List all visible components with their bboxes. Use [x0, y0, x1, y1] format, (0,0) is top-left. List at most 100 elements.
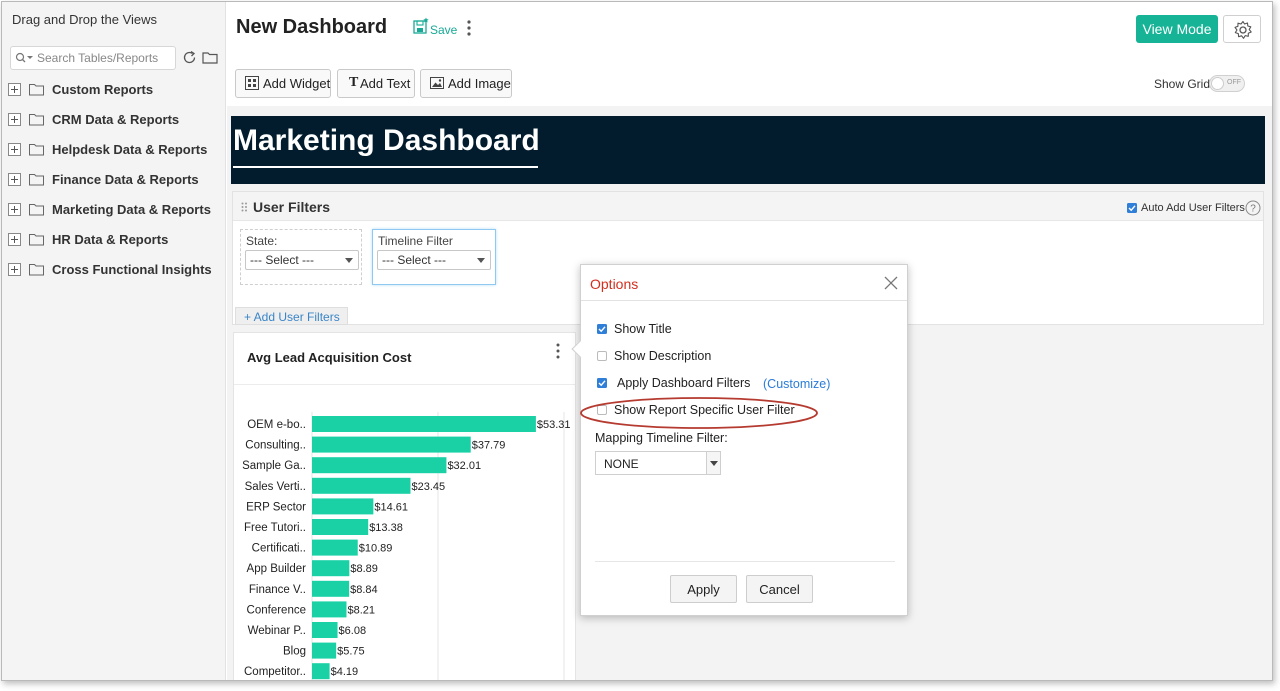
- gear-icon: [1234, 20, 1252, 39]
- add-user-filters-button[interactable]: + Add User Filters: [235, 307, 348, 325]
- chevron-down-icon: [706, 452, 720, 474]
- chart-bar[interactable]: [312, 457, 447, 474]
- chart-bar[interactable]: [312, 580, 350, 597]
- expand-icon[interactable]: [8, 233, 21, 246]
- widget-icon: [245, 76, 259, 90]
- expand-icon[interactable]: [8, 143, 21, 156]
- app-window: Drag and Drop the Views Search Tables/Re…: [1, 1, 1273, 681]
- sidebar-item[interactable]: Cross Functional Insights: [8, 260, 222, 280]
- mapping-timeline-label: Mapping Timeline Filter:: [595, 431, 728, 445]
- state-filter-select[interactable]: --- Select ---: [245, 250, 359, 270]
- auto-add-user-filters-checkbox[interactable]: Auto Add User Filters: [1127, 202, 1263, 216]
- chart-widget[interactable]: Avg Lead Acquisition Cost OEM e-bo.. $53.…: [233, 332, 576, 680]
- timeline-filter-label: Timeline Filter: [378, 234, 453, 248]
- sidebar-item-label: CRM Data & Reports: [52, 112, 180, 127]
- option-checkbox[interactable]: Show Report Specific User Filter: [597, 403, 897, 419]
- chart-bar[interactable]: [312, 642, 337, 659]
- data-label: $32.01: [447, 460, 481, 472]
- cancel-button[interactable]: Cancel: [746, 575, 813, 603]
- chart-bar[interactable]: [312, 436, 471, 453]
- add-widget-button[interactable]: Add Widget: [235, 69, 331, 98]
- data-label: $8.84: [350, 584, 378, 596]
- sidebar-item[interactable]: CRM Data & Reports: [8, 110, 222, 130]
- chart-bar[interactable]: [312, 519, 369, 535]
- bar-chart: OEM e-bo.. $53.31 Consulting.. $37.79 Sample…: [242, 412, 571, 680]
- show-grid-toggle[interactable]: OFF: [1209, 75, 1245, 92]
- category-label: OEM e-bo..: [247, 419, 306, 431]
- search-placeholder: Search Tables/Reports: [37, 51, 159, 65]
- category-label: Sales Verti..: [245, 481, 306, 493]
- chart-bar[interactable]: [312, 498, 374, 515]
- toggle-state: OFF: [1227, 79, 1241, 86]
- add-image-button[interactable]: Add Image: [420, 69, 512, 98]
- checkbox-checked-icon: [597, 378, 607, 388]
- add-image-label: Add Image: [448, 76, 511, 91]
- option-label: Show Report Specific User Filter: [614, 403, 795, 417]
- folder-icon: [29, 234, 44, 246]
- customize-link[interactable]: (Customize): [763, 377, 831, 391]
- dialog-title: Options: [590, 276, 639, 292]
- data-label: $37.79: [472, 440, 506, 452]
- chart-bar[interactable]: [312, 416, 536, 432]
- chart-bar[interactable]: [312, 477, 411, 494]
- chart-bar[interactable]: [312, 539, 358, 556]
- sidebar-item-label: Helpdesk Data & Reports: [52, 142, 208, 157]
- timeline-filter-select[interactable]: --- Select ---: [377, 250, 491, 270]
- drag-handle-icon[interactable]: [241, 202, 249, 212]
- mapping-timeline-select[interactable]: NONE: [595, 451, 721, 475]
- folder-icon: [29, 114, 44, 126]
- option-label: Apply Dashboard Filters: [617, 376, 751, 390]
- save-button[interactable]: Save: [410, 17, 460, 39]
- expand-icon[interactable]: [8, 113, 21, 126]
- close-icon[interactable]: [883, 275, 899, 291]
- folder-icon[interactable]: [202, 51, 218, 64]
- more-options-icon[interactable]: [464, 19, 474, 37]
- chart-bar[interactable]: [312, 601, 347, 618]
- category-label: Conference: [247, 604, 306, 616]
- sidebar-item-label: Custom Reports: [52, 82, 154, 97]
- expand-icon[interactable]: [8, 203, 21, 216]
- category-label: ERP Sector: [246, 501, 306, 513]
- dialog-footer-divider: [595, 561, 895, 562]
- sidebar-item[interactable]: HR Data & Reports: [8, 230, 222, 250]
- category-label: Certificati..: [252, 543, 306, 555]
- expand-icon[interactable]: [8, 263, 21, 276]
- search-input[interactable]: Search Tables/Reports: [10, 46, 176, 70]
- view-mode-button[interactable]: View Mode: [1136, 15, 1218, 43]
- sidebar-item-label: Cross Functional Insights: [52, 262, 212, 277]
- option-checkbox[interactable]: Show Title: [597, 322, 897, 338]
- add-text-button[interactable]: T Add Text: [337, 69, 415, 98]
- expand-icon[interactable]: [8, 173, 21, 186]
- page-title: New Dashboard: [236, 16, 388, 38]
- option-checkbox[interactable]: Show Description: [597, 349, 897, 365]
- help-icon[interactable]: ?: [1245, 200, 1261, 216]
- dashboard-banner[interactable]: Marketing Dashboard: [231, 116, 1265, 184]
- image-icon: [430, 77, 444, 89]
- data-label: $14.61: [374, 501, 408, 513]
- category-label: App Builder: [247, 563, 307, 575]
- data-label: $23.45: [411, 481, 445, 493]
- settings-button[interactable]: [1223, 15, 1261, 43]
- data-label: $53.31: [537, 419, 571, 431]
- add-text-label: Add Text: [360, 76, 411, 91]
- option-checkbox[interactable]: Apply Dashboard Filters: [597, 376, 897, 392]
- refresh-icon[interactable]: [182, 50, 197, 65]
- timeline-filter: Timeline Filter --- Select ---: [372, 229, 496, 285]
- chart-bar[interactable]: [312, 622, 338, 638]
- widget-more-icon[interactable]: [554, 342, 562, 360]
- sidebar-item[interactable]: Marketing Data & Reports: [8, 200, 222, 220]
- data-label: $6.08: [339, 625, 367, 637]
- expand-icon[interactable]: [8, 83, 21, 96]
- chart-bar[interactable]: [312, 560, 350, 577]
- sidebar-item[interactable]: Finance Data & Reports: [8, 170, 222, 190]
- data-label: $13.38: [369, 522, 403, 534]
- search-icon: [15, 52, 33, 63]
- state-filter: State: --- Select ---: [240, 229, 362, 285]
- sidebar-item[interactable]: Helpdesk Data & Reports: [8, 140, 222, 160]
- chart-bar[interactable]: [312, 663, 330, 680]
- checkbox-checked-icon: [597, 324, 607, 334]
- apply-button[interactable]: Apply: [670, 575, 737, 603]
- toggle-knob: [1211, 77, 1224, 90]
- sidebar-item[interactable]: Custom Reports: [8, 80, 222, 100]
- category-label: Webinar P..: [248, 625, 306, 637]
